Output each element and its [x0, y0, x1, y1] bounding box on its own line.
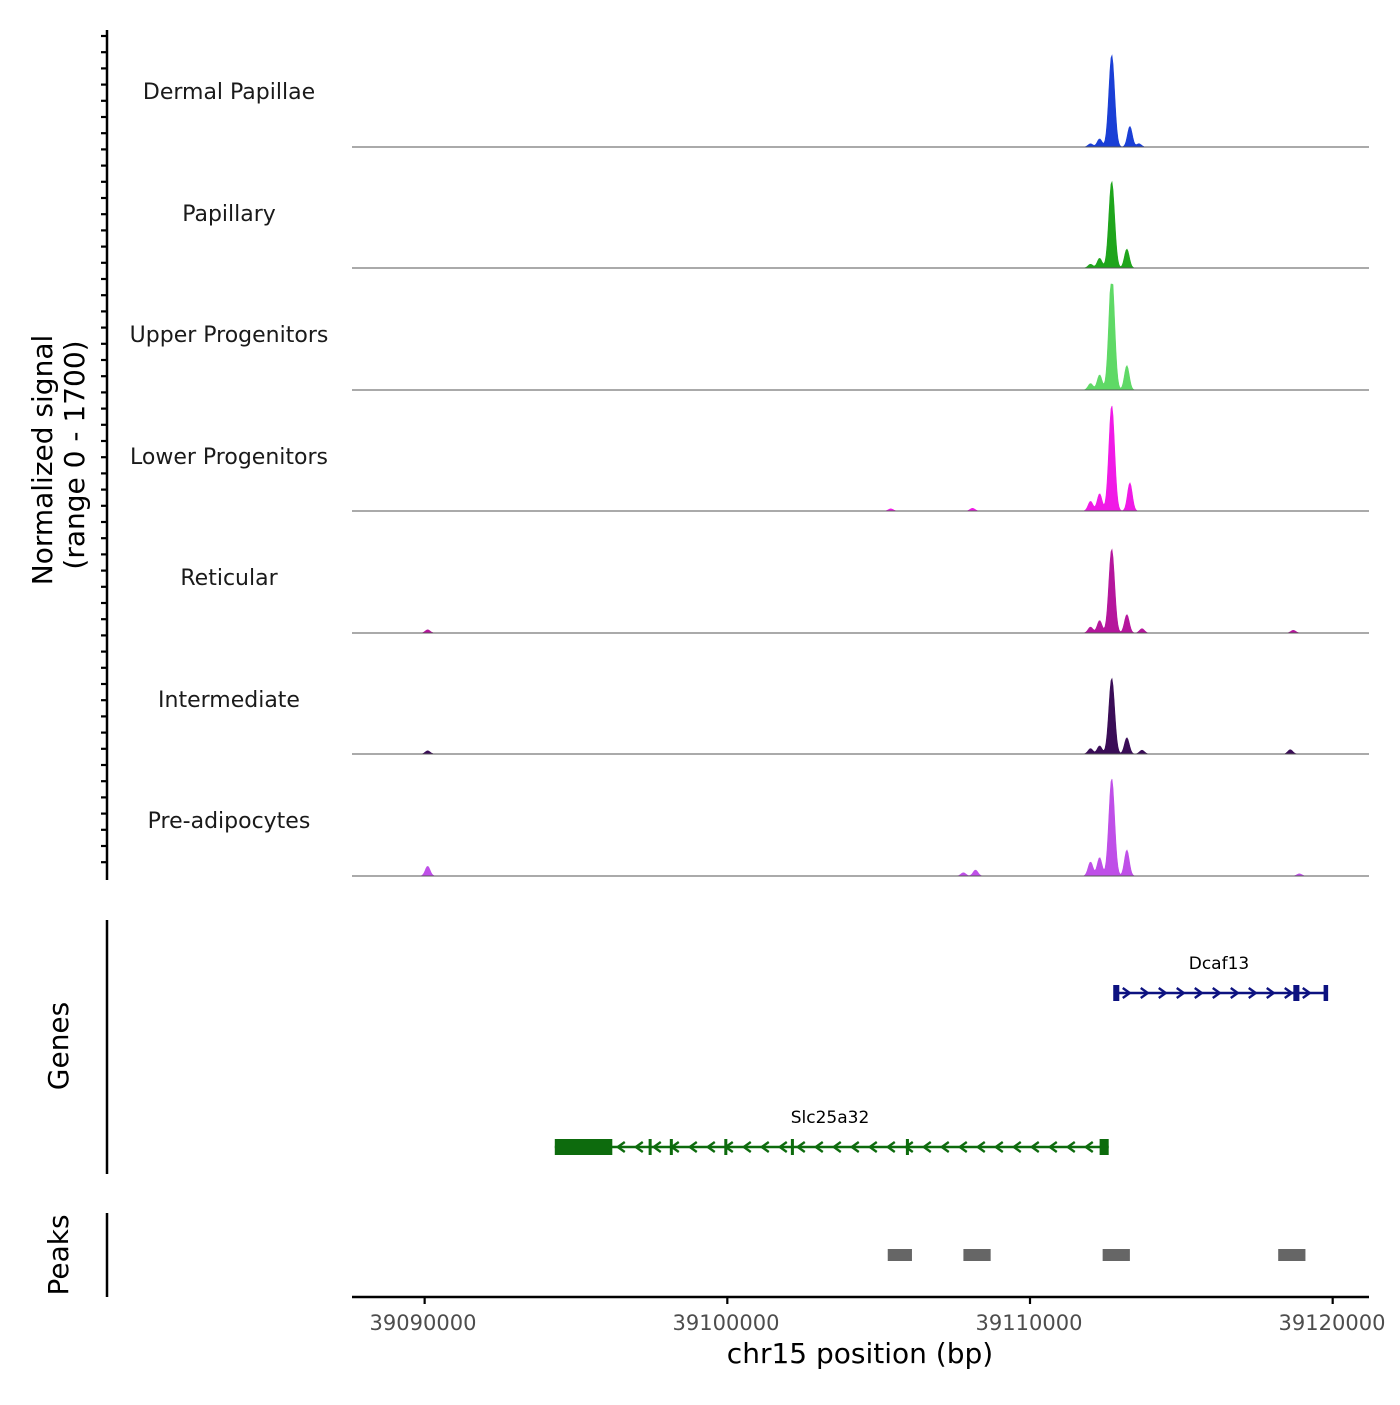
strand-chevron — [939, 1141, 950, 1153]
peak-region — [887, 1249, 912, 1261]
coverage-area-dermal-papillae — [352, 54, 1369, 148]
track-label-reticular: Reticular — [180, 566, 278, 591]
coverage-area-intermediate — [352, 677, 1369, 755]
coverage-area-upper-progenitors — [352, 283, 1369, 391]
track-papillary: Papillary — [182, 180, 1369, 269]
strand-chevron — [1212, 987, 1222, 999]
strand-chevron — [1140, 987, 1150, 999]
track-label-intermediate: Intermediate — [158, 688, 300, 713]
strand-chevron — [1266, 987, 1276, 999]
strand-chevron — [759, 1141, 770, 1153]
track-label-dermal-papillae: Dermal Papillae — [143, 80, 315, 105]
track-label-papillary: Papillary — [182, 202, 276, 227]
strand-chevron — [885, 1141, 896, 1153]
strand-chevron — [993, 1141, 1004, 1153]
strand-chevron — [1029, 1141, 1040, 1153]
gene-model-dcaf13 — [1113, 985, 1329, 1001]
strand-chevron — [1011, 1141, 1022, 1153]
gene-slc25a32: Slc25a32 — [554, 1108, 1109, 1155]
x-tick-label: 39090000 — [370, 1311, 477, 1335]
x-tick-label: 39110000 — [976, 1311, 1083, 1335]
gene-exon — [905, 1139, 909, 1155]
x-tick-label: 39100000 — [673, 1311, 780, 1335]
strand-chevron — [651, 1141, 662, 1153]
gene-label-dcaf13: Dcaf13 — [1189, 954, 1249, 974]
track-label-lower-progenitors: Lower Progenitors — [130, 445, 328, 470]
coverage-y-ticks — [101, 34, 107, 864]
strand-chevron — [813, 1141, 824, 1153]
strand-chevron — [849, 1141, 860, 1153]
x-axis: 39090000 39100000 39110000 39120000 chr1… — [352, 1295, 1386, 1370]
strand-chevron — [903, 1141, 914, 1153]
peak-region — [1102, 1249, 1130, 1261]
track-lower-progenitors: Lower Progenitors — [130, 405, 1369, 512]
strand-chevron — [1230, 987, 1240, 999]
track-intermediate: Intermediate — [158, 677, 1369, 755]
track-label-pre-adipocytes: Pre-adipocytes — [148, 809, 311, 834]
gene-dcaf13: Dcaf13 — [1113, 954, 1329, 1001]
track-label-upper-progenitors: Upper Progenitors — [130, 323, 329, 348]
coverage-area-papillary — [352, 180, 1369, 269]
coverage-area-pre-adipocytes — [352, 778, 1369, 877]
strand-chevron — [777, 1141, 788, 1153]
strand-chevron — [1248, 987, 1258, 999]
strand-chevron — [921, 1141, 932, 1153]
coverage-ylabel-line2: (range 0 - 1700) — [58, 340, 91, 569]
gene-exon — [669, 1139, 673, 1155]
strand-chevron — [1122, 987, 1132, 999]
peaks-ylabel: Peaks — [42, 1214, 75, 1295]
strand-chevron — [831, 1141, 842, 1153]
peak-region — [963, 1249, 991, 1261]
track-upper-progenitors: Upper Progenitors — [130, 283, 1369, 391]
gene-exon — [1323, 985, 1329, 1001]
track-dermal-papillae: Dermal Papillae — [143, 54, 1369, 148]
strand-chevron — [867, 1141, 878, 1153]
x-axis-ticks — [423, 1297, 1334, 1304]
gene-exon — [648, 1139, 652, 1155]
gene-label-slc25a32: Slc25a32 — [791, 1108, 870, 1128]
strand-chevron — [633, 1141, 644, 1153]
gene-exon — [1113, 985, 1120, 1001]
strand-chevron — [1194, 987, 1204, 999]
strand-chevron — [1083, 1141, 1094, 1153]
strand-chevron — [705, 1141, 716, 1153]
track-pre-adipocytes: Pre-adipocytes — [148, 778, 1369, 877]
coverage-ylabel-line1: Normalized signal — [26, 335, 59, 586]
strand-chevron — [1065, 1141, 1076, 1153]
strand-chevron — [1047, 1141, 1058, 1153]
strand-chevron — [1302, 987, 1312, 999]
strand-chevron — [615, 1141, 626, 1153]
genes-ylabel: Genes — [42, 1002, 75, 1090]
strand-chevron — [741, 1141, 752, 1153]
strand-chevron — [1158, 987, 1168, 999]
peak-region — [1278, 1249, 1306, 1261]
peak-regions — [887, 1249, 1306, 1261]
strand-chevron — [687, 1141, 698, 1153]
coverage-area-lower-progenitors — [352, 405, 1369, 512]
gene-exon — [1099, 1139, 1109, 1155]
gene-exon — [554, 1139, 613, 1155]
strand-chevron — [957, 1141, 968, 1153]
strand-chevron — [975, 1141, 986, 1153]
peaks-panel: Peaks — [42, 1213, 1306, 1297]
strand-chevron — [1284, 987, 1294, 999]
coverage-panel: Normalized signal (range 0 - 1700) Derma… — [26, 30, 1369, 880]
strand-chevron — [795, 1141, 806, 1153]
coverage-area-reticular — [352, 548, 1369, 634]
x-tick-label: 39120000 — [1279, 1311, 1386, 1335]
gene-exon — [790, 1139, 794, 1155]
gene-exon — [724, 1139, 728, 1155]
track-reticular: Reticular — [180, 548, 1369, 634]
strand-chevron — [1176, 987, 1186, 999]
gene-model-slc25a32 — [554, 1139, 1109, 1155]
genes-panel: Genes Dcaf13 Slc25a32 — [42, 920, 1329, 1174]
gene-exon — [1293, 985, 1300, 1001]
x-axis-title: chr15 position (bp) — [727, 1337, 993, 1370]
